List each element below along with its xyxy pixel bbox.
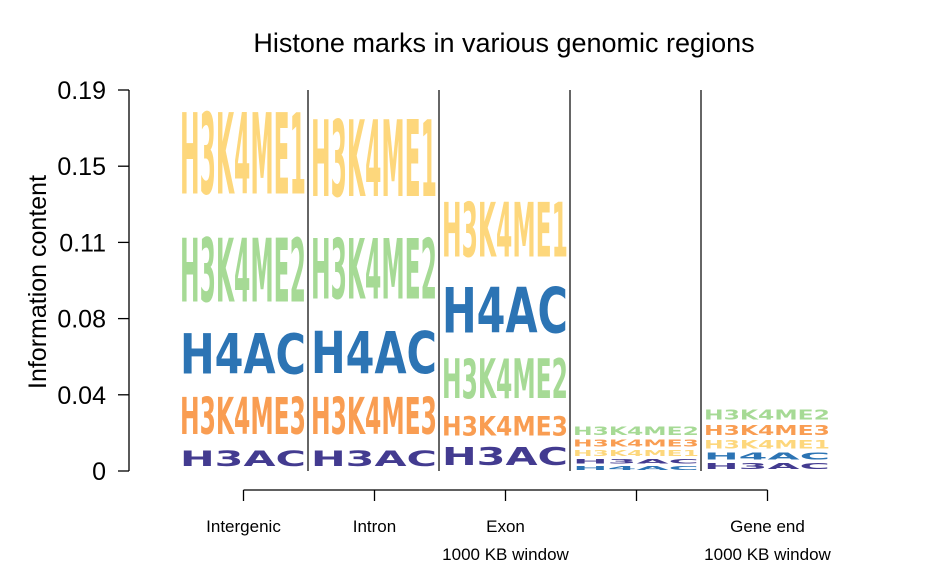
logo-glyph-h3k4me2: H3K4ME2	[311, 222, 437, 319]
logo-glyph-h3k4me1: H3K4ME1	[442, 189, 568, 275]
logo-glyph-h3k4me3: H3K4ME3	[704, 423, 830, 438]
logo-glyph-h3ac: H3AC	[311, 446, 437, 471]
x-tick-label: 1000 KB window	[442, 545, 569, 564]
logo-glyph-h3ac: H3AC	[180, 446, 306, 471]
logo-glyph-h3ac: H3AC	[704, 462, 830, 471]
logo-glyph-h3k4me1: H3K4ME1	[180, 90, 306, 220]
logo-glyph-h3k4me2: H3K4ME2	[704, 407, 830, 423]
logo-glyph-h3k4me1: H3K4ME1	[311, 99, 437, 222]
y-axis-label: Information content	[24, 175, 52, 389]
logo-glyph-h3k4me3: H3K4ME3	[311, 388, 437, 447]
y-axis: 0 0.04 0.08 0.11 0.15 0.19	[57, 77, 130, 486]
x-tick-label: 1000 KB window	[704, 545, 831, 564]
logo-area: H3ACH3K4ME3H4ACH3K4ME2H3K4ME1H3ACH3K4ME3…	[180, 90, 830, 472]
y-tick-label: 0.15	[57, 153, 106, 181]
logo-glyph-h3ac: H3AC	[442, 442, 568, 471]
x-tick-label: Intergenic	[206, 517, 281, 536]
y-tick-label: 0.08	[57, 306, 106, 334]
logo-glyph-h3k4me3: H3K4ME3	[573, 438, 699, 449]
y-tick-label: 0	[92, 458, 106, 486]
logo-glyph-h3k4me2: H3K4ME2	[442, 347, 568, 411]
y-tick-label: 0.19	[57, 77, 106, 105]
logo-glyph-h3ac: H3AC	[573, 458, 699, 465]
logo-glyph-h3k4me3: H3K4ME3	[442, 411, 568, 442]
logo-glyph-h3k4me1: H3K4ME1	[704, 439, 830, 452]
chart-title: Histone marks in various genomic regions	[253, 28, 754, 58]
logo-glyph-h4ac: H4AC	[704, 451, 830, 462]
logo-glyph-h3k4me1: H3K4ME1	[573, 449, 699, 458]
logo-glyph-h3k4me2: H3K4ME2	[180, 222, 306, 323]
y-tick-label: 0.11	[59, 229, 106, 257]
logo-glyph-h4ac: H4AC	[573, 465, 699, 471]
x-tick-label: Exon	[486, 517, 525, 536]
logo-glyph-h4ac: H4AC	[442, 275, 568, 348]
logo-glyph-h3k4me3: H3K4ME3	[180, 388, 306, 447]
logo-glyph-h4ac: H4AC	[180, 324, 306, 387]
x-tick-label: Gene end	[730, 517, 805, 536]
x-axis: Intergenic Intron Exon 1000 KB window Gene e…	[206, 489, 832, 564]
logo-glyph-h4ac: H4AC	[311, 319, 437, 387]
logo-glyph-h3k4me2: H3K4ME2	[573, 426, 699, 439]
column-separators	[307, 90, 702, 471]
y-tick-label: 0.04	[57, 382, 106, 410]
x-tick-label: Intron	[353, 517, 396, 536]
